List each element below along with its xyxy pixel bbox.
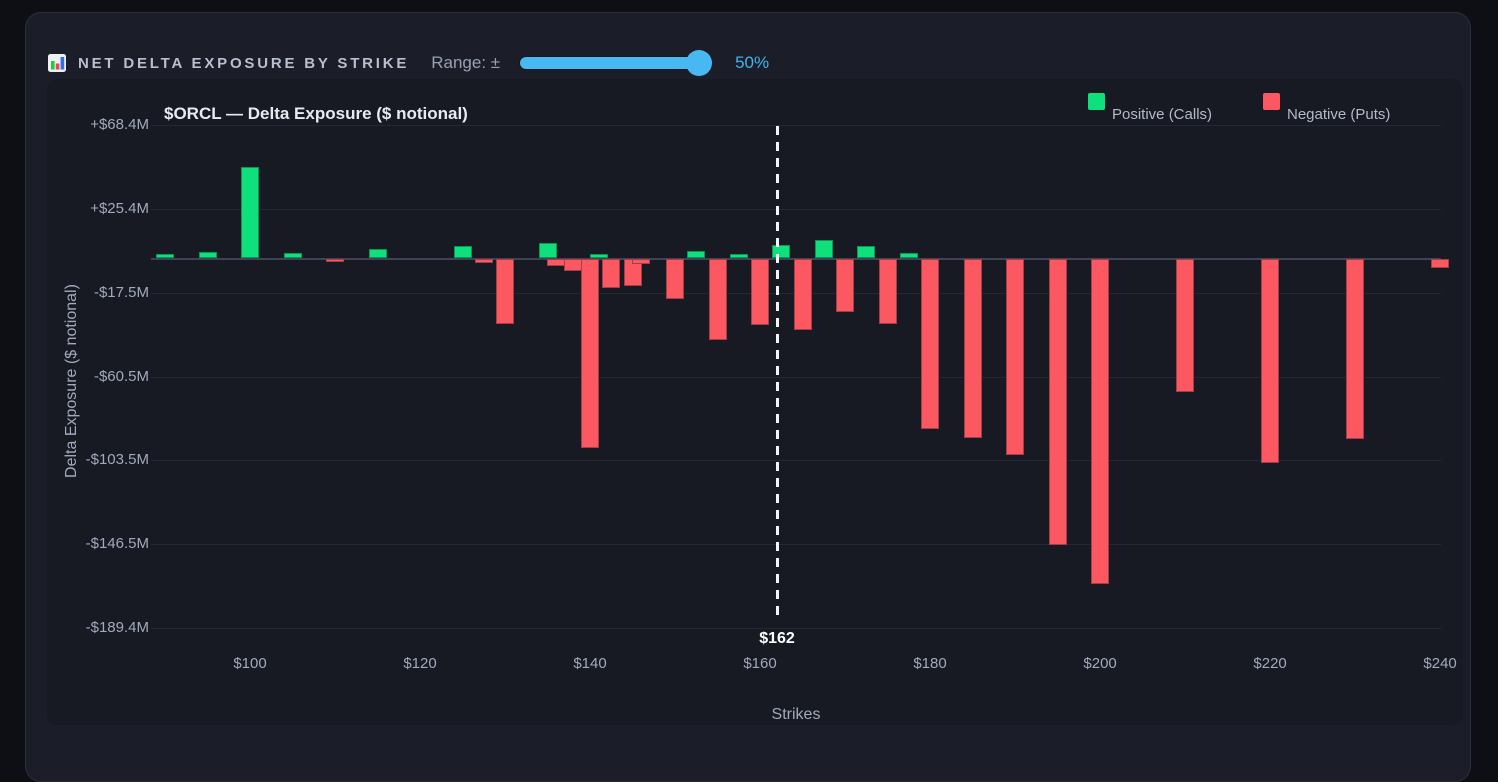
y-tick-label: +$68.4M — [90, 116, 149, 133]
y-tick-label: -$189.4M — [85, 619, 149, 636]
y-gridline — [151, 125, 1441, 126]
call-bar-152.5 — [687, 250, 706, 259]
chart-panel: $ORCL — Delta Exposure ($ notional) Posi… — [47, 79, 1463, 725]
put-bar-145 — [623, 258, 642, 286]
x-tick-label: $120 — [403, 655, 437, 672]
call-bar-135 — [538, 243, 557, 259]
legend-item-negative[interactable]: Negative (Puts) — [1263, 93, 1390, 123]
legend-swatch-positive — [1088, 93, 1105, 110]
spot-reference-line — [775, 126, 779, 619]
call-bar-90 — [156, 254, 174, 259]
y-tick-label: -$17.5M — [93, 283, 149, 301]
y-axis-title: Delta Exposure ($ notional) — [63, 284, 80, 478]
y-gridline — [151, 460, 1441, 462]
put-bar-155 — [708, 258, 727, 341]
put-bar-220 — [1261, 258, 1280, 463]
y-tick-label: -$60.5M — [93, 367, 149, 385]
x-tick-label: $240 — [1423, 655, 1457, 672]
put-bar-230 — [1346, 258, 1365, 440]
put-bar-136 — [547, 258, 565, 266]
call-bar-100 — [241, 166, 259, 259]
x-tick-label: $180 — [913, 655, 947, 672]
range-value: 50% — [735, 53, 770, 72]
y-tick-label: +$25.4M — [90, 199, 149, 217]
call-bar-141 — [589, 253, 608, 259]
call-bar-105 — [283, 253, 302, 259]
put-bar-160 — [751, 258, 769, 325]
delta-exposure-widget: NET DELTA EXPOSURE BY STRIKE Range: ± 50… — [25, 12, 1471, 782]
put-bar-180 — [921, 258, 939, 429]
put-bar-185 — [963, 258, 982, 438]
put-bar-110 — [326, 258, 344, 262]
legend-label-negative: Negative (Puts) — [1287, 106, 1391, 123]
put-bar-200 — [1091, 258, 1110, 585]
x-tick-label: $160 — [743, 655, 777, 672]
widget-header: NET DELTA EXPOSURE BY STRIKE Range: ± 50… — [47, 41, 1440, 85]
bar-chart-icon — [48, 54, 66, 72]
put-bar-190 — [1006, 258, 1025, 456]
put-bar-150 — [666, 258, 684, 300]
y-gridline — [151, 544, 1441, 546]
call-bar-157.5 — [729, 253, 748, 259]
y-gridline — [151, 628, 1441, 629]
chart-title: $ORCL — Delta Exposure ($ notional) — [164, 104, 468, 123]
call-bar-95 — [198, 252, 217, 259]
put-bar-138 — [564, 258, 582, 271]
y-tick-label: -$103.5M — [85, 451, 149, 469]
call-bar-172.5 — [857, 245, 876, 259]
call-bar-125 — [453, 245, 472, 259]
call-bar-177.5 — [899, 252, 918, 259]
y-tick-label: -$146.5M — [85, 535, 149, 553]
range-label: Range: ± — [431, 53, 501, 72]
x-tick-label: $140 — [573, 655, 607, 672]
legend-swatch-negative — [1263, 93, 1280, 110]
put-bar-240 — [1431, 258, 1450, 268]
put-bar-146 — [632, 258, 650, 265]
call-bar-115 — [368, 249, 387, 259]
widget-title: NET DELTA EXPOSURE BY STRIKE — [78, 54, 410, 72]
spot-reference-label: $162 — [759, 630, 795, 647]
x-tick-label: $220 — [1253, 655, 1287, 672]
legend-label-positive: Positive (Calls) — [1112, 106, 1213, 123]
put-bar-210 — [1176, 258, 1195, 392]
put-bar-175 — [878, 258, 897, 324]
y-gridline — [151, 376, 1441, 378]
put-bar-127.5 — [474, 258, 493, 263]
range-slider[interactable] — [520, 50, 713, 76]
x-tick-label: $100 — [233, 655, 267, 672]
call-bar-167.5 — [814, 240, 833, 259]
put-bar-195 — [1048, 258, 1067, 546]
put-bar-165 — [793, 258, 812, 331]
legend-item-positive[interactable]: Positive (Calls) — [1088, 93, 1212, 123]
put-bar-142.5 — [602, 258, 621, 288]
y-gridline — [151, 208, 1441, 210]
range-slider-thumb[interactable] — [686, 50, 713, 76]
x-tick-label: $200 — [1083, 655, 1117, 672]
x-axis-title: Strikes — [771, 706, 821, 723]
put-bar-170 — [836, 258, 854, 312]
put-bar-140 — [581, 258, 599, 448]
put-bar-130 — [496, 258, 514, 324]
